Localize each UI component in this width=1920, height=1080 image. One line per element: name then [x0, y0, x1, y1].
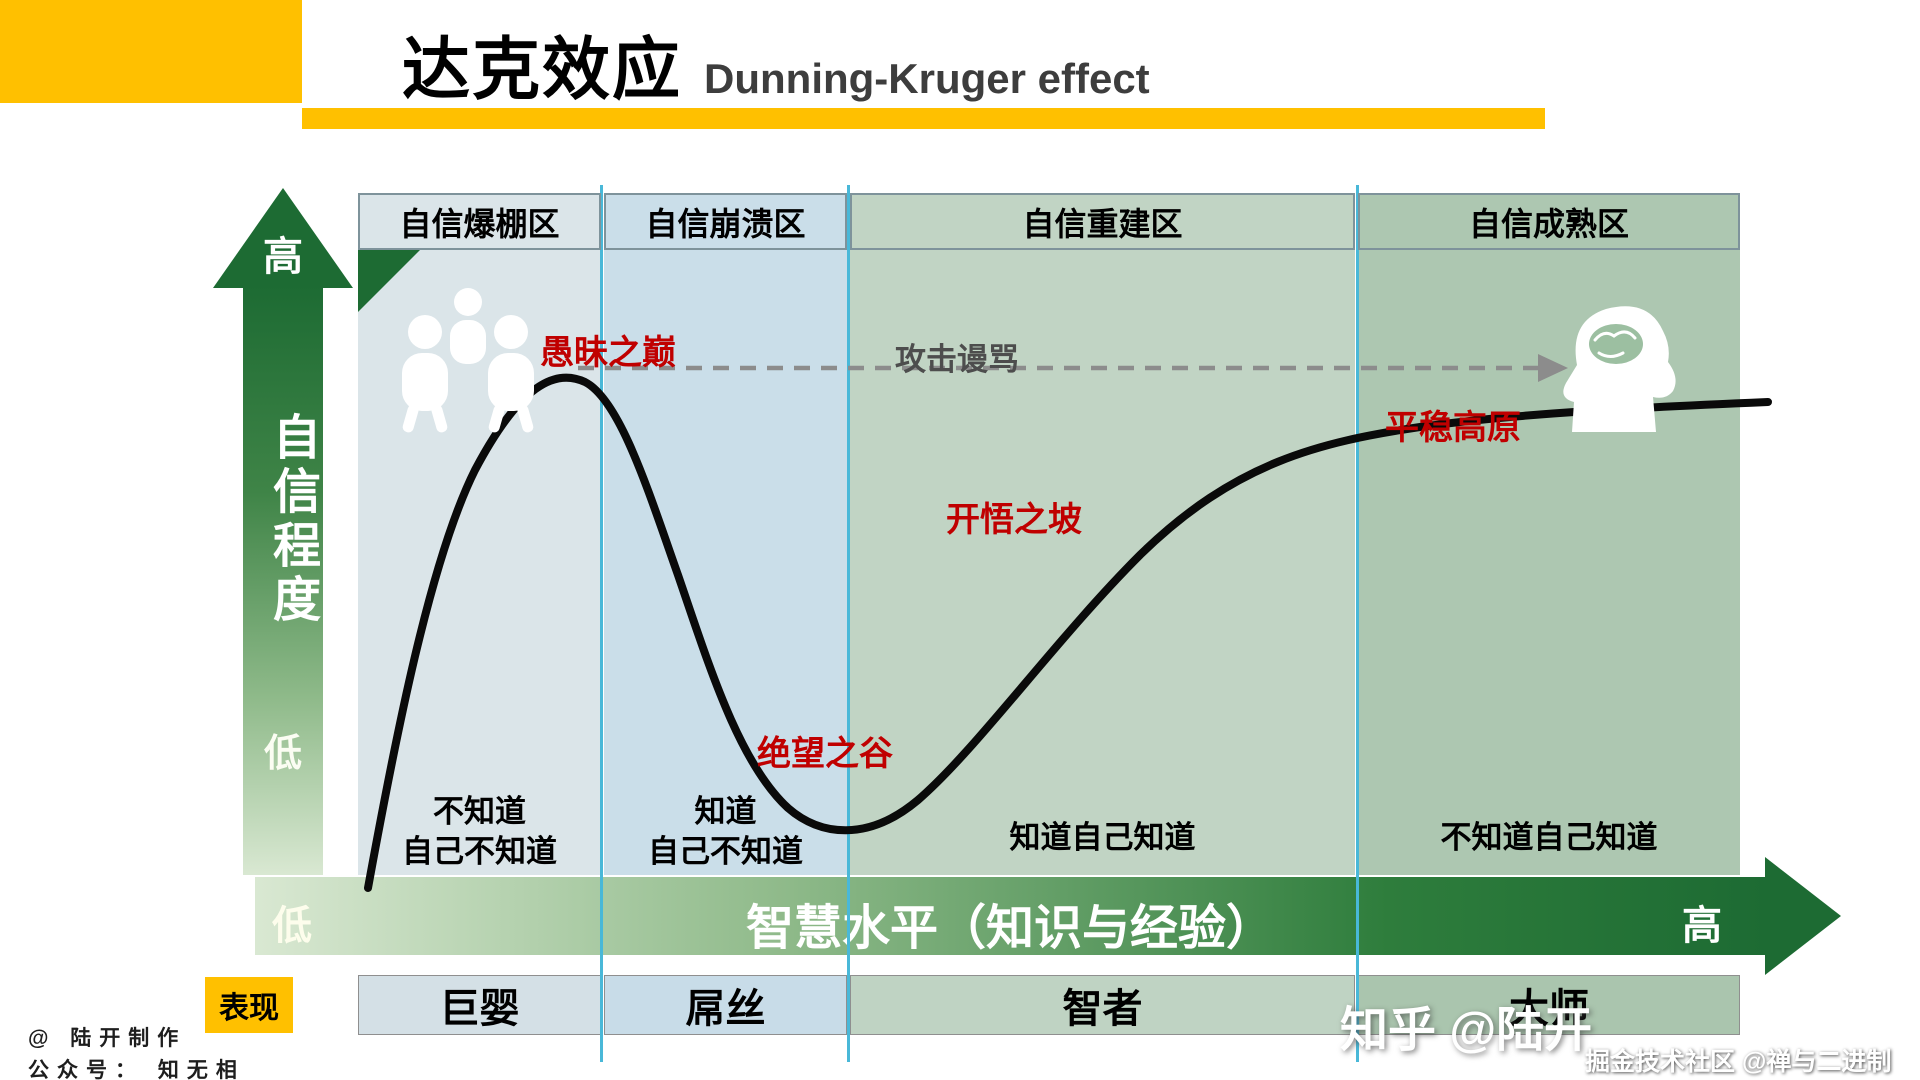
- zone-divider-line-1: [600, 185, 603, 1062]
- knowledge-label-zone1: 不知道 自己不知道: [402, 794, 557, 869]
- zone-header-confidence-mature: 自信成熟区: [1358, 193, 1740, 250]
- wisdom-axis-label: 智慧水平（知识与经验）: [745, 902, 1274, 955]
- wisdom-high-label: 高: [1682, 904, 1722, 948]
- attack-abuse-label: 攻击谩骂: [895, 342, 1019, 377]
- performance-cell-zone4: 大师: [1358, 975, 1740, 1035]
- zone-divider-line-2: [847, 185, 850, 1062]
- wisdom-low-label: 低: [272, 904, 312, 948]
- knowledge-label-zone3: 知道自己知道: [1009, 820, 1196, 855]
- zone-header-confidence-collapse: 自信崩溃区: [604, 193, 847, 250]
- zone-header-confidence-explosion: 自信爆棚区: [358, 193, 601, 250]
- title-underline-bar: [302, 108, 1545, 129]
- zone-divider-line-3: [1356, 185, 1359, 1062]
- peak-of-ignorance-label: 愚昧之巅: [540, 334, 676, 372]
- zhihu-watermark: 知乎 @陆开: [1340, 1004, 1593, 1057]
- plateau-of-sustainability-label: 平稳高原: [1385, 409, 1521, 447]
- wisdom-axis-arrowhead: [1765, 857, 1841, 975]
- performance-cell-zone1: 巨婴: [358, 975, 601, 1035]
- knowledge-label-zone2: 知道 自己不知道: [648, 794, 803, 869]
- confidence-low-label: 低: [263, 733, 302, 775]
- zone4-background: [1358, 193, 1740, 875]
- page-title: 达克效应 Dunning-Kruger effect: [402, 14, 1150, 113]
- corner-accent-block: [0, 0, 302, 103]
- performance-row-tag: 表现: [205, 977, 293, 1033]
- title-chinese: 达克效应: [402, 32, 683, 108]
- wechat-account-credit: 公众号： 知无相: [28, 1059, 245, 1080]
- zone3-background: [850, 193, 1355, 875]
- performance-cell-zone2: 屌丝: [604, 975, 847, 1035]
- author-credit: @ 陆开制作: [28, 1027, 187, 1050]
- confidence-axis: [243, 286, 323, 875]
- zone-header-confidence-rebuild: 自信重建区: [850, 193, 1355, 250]
- corner-triangle-decoration: [358, 250, 420, 312]
- confidence-high-label: 高: [263, 235, 303, 279]
- confidence-axis-label: 自信程度: [265, 412, 318, 628]
- valley-of-despair-label: 绝望之谷: [757, 735, 893, 773]
- performance-cell-zone3: 智者: [850, 975, 1355, 1035]
- juejin-watermark: 掘金技术社区 @禅与二进制: [1585, 1048, 1892, 1076]
- knowledge-label-zone4: 不知道自己知道: [1440, 820, 1658, 855]
- slope-of-enlightenment-label: 开悟之坡: [946, 501, 1082, 539]
- title-english: Dunning-Kruger effect: [704, 55, 1150, 102]
- confidence-axis-arrowhead: [213, 188, 353, 288]
